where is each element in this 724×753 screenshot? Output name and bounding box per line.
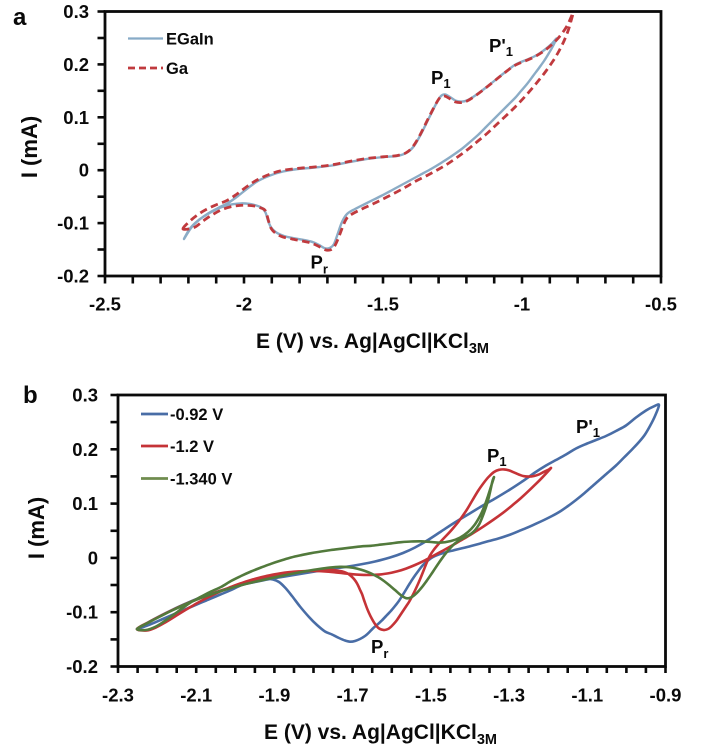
- svg-text:-1.3: -1.3: [493, 685, 525, 706]
- svg-text:0.1: 0.1: [63, 107, 89, 128]
- svg-text:-1.7: -1.7: [337, 685, 369, 706]
- svg-text:-0.5: -0.5: [645, 294, 677, 315]
- svg-text:-0.1: -0.1: [66, 602, 98, 623]
- svg-text:0.2: 0.2: [63, 54, 89, 75]
- svg-text:-1.5: -1.5: [415, 685, 447, 706]
- svg-text:-0.9: -0.9: [650, 685, 682, 706]
- svg-text:-1.1: -1.1: [571, 685, 603, 706]
- svg-text:-0.2: -0.2: [66, 656, 98, 677]
- svg-text:E (V) vs. Ag|AgCl|KCl3M: E (V) vs. Ag|AgCl|KCl3M: [256, 330, 489, 357]
- svg-text:0.3: 0.3: [72, 385, 98, 406]
- svg-text:Ga: Ga: [166, 60, 189, 78]
- svg-text:-0.1: -0.1: [57, 213, 89, 234]
- svg-text:-1.340 V: -1.340 V: [170, 471, 232, 489]
- svg-text:-2: -2: [236, 294, 252, 315]
- svg-text:I (mA): I (mA): [17, 116, 42, 178]
- svg-text:-1: -1: [514, 294, 530, 315]
- svg-text:-2.5: -2.5: [89, 294, 121, 315]
- svg-text:I (mA): I (mA): [24, 497, 49, 559]
- svg-text:E (V) vs. Ag|AgCl|KCl3M: E (V) vs. Ag|AgCl|KCl3M: [264, 721, 497, 748]
- svg-text:0.1: 0.1: [72, 493, 98, 514]
- svg-text:-0.2: -0.2: [57, 266, 89, 287]
- svg-text:EGaIn: EGaIn: [166, 31, 214, 49]
- svg-text:a: a: [13, 4, 27, 31]
- svg-text:-1.9: -1.9: [258, 685, 290, 706]
- svg-text:0.2: 0.2: [72, 439, 98, 460]
- svg-text:0: 0: [79, 160, 89, 181]
- svg-text:-2.3: -2.3: [102, 685, 134, 706]
- svg-text:b: b: [23, 382, 38, 409]
- svg-text:0.3: 0.3: [63, 1, 89, 22]
- svg-text:-2.1: -2.1: [180, 685, 212, 706]
- svg-text:-1.5: -1.5: [367, 294, 399, 315]
- svg-text:-1.2 V: -1.2 V: [170, 438, 214, 456]
- svg-text:0: 0: [88, 547, 98, 568]
- svg-text:-0.92 V: -0.92 V: [170, 406, 223, 424]
